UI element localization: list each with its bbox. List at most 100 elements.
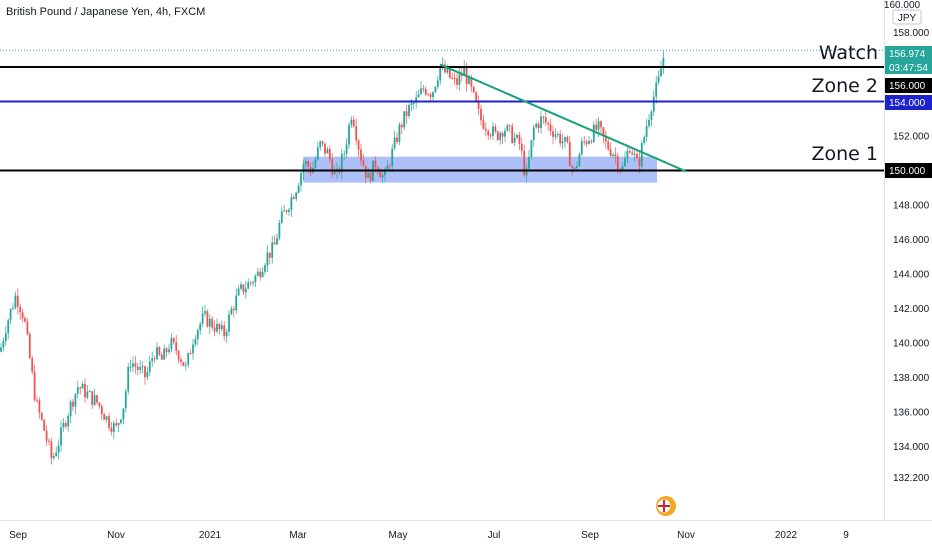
- y-tick-label: 136.000: [893, 408, 930, 419]
- candle-body: [314, 159, 317, 168]
- candle-body: [542, 116, 545, 118]
- candle-body: [340, 154, 343, 173]
- candle-body: [638, 158, 641, 167]
- candle-body: [451, 77, 454, 79]
- candle-body: [50, 441, 53, 458]
- candle-body: [499, 133, 502, 140]
- candle-body: [16, 295, 19, 307]
- candle-body: [652, 96, 655, 112]
- candle-body: [532, 127, 535, 141]
- candle-body: [636, 153, 638, 159]
- candle-body: [235, 295, 238, 311]
- y-tick-label: 144.000: [893, 270, 930, 281]
- candle-body: [182, 362, 185, 366]
- candle-body: [36, 399, 38, 401]
- candle-body: [160, 354, 163, 360]
- candle-body: [427, 94, 430, 96]
- candle-body: [62, 423, 65, 428]
- candle-body: [40, 412, 43, 420]
- candle-body: [453, 78, 456, 79]
- broker-logo[interactable]: [656, 496, 676, 516]
- candle-body: [4, 333, 7, 341]
- candle-body: [67, 415, 70, 427]
- candle-body: [374, 160, 377, 168]
- candle-body: [633, 153, 636, 155]
- candle-body: [444, 64, 446, 73]
- candle-body: [348, 124, 350, 145]
- candle-body: [621, 166, 624, 171]
- candle-body: [396, 137, 398, 143]
- candle-body: [364, 165, 367, 178]
- candle-body: [516, 134, 518, 138]
- x-tick-label: 2021: [199, 530, 222, 541]
- candle-body: [225, 331, 228, 337]
- candle-body: [144, 366, 146, 378]
- x-tick-label: May: [389, 530, 408, 541]
- x-tick-label: 9: [843, 530, 849, 541]
- candle-body: [139, 366, 142, 370]
- x-tick-label: 2022: [775, 530, 798, 541]
- candle-body: [290, 197, 293, 210]
- y-tick-label: 132.200: [893, 473, 930, 484]
- candle-body: [2, 340, 5, 348]
- candle-body: [504, 130, 506, 137]
- candle-body: [93, 395, 96, 405]
- candle-body: [103, 414, 106, 420]
- candle-body: [319, 141, 322, 148]
- candle-body: [129, 366, 132, 368]
- candle-body: [187, 353, 190, 365]
- candle-body: [91, 391, 94, 405]
- candle-body: [508, 125, 511, 127]
- candle-body: [81, 383, 84, 389]
- candle-body: [9, 309, 12, 321]
- candle-body: [549, 124, 552, 132]
- candle-body: [242, 284, 245, 293]
- candle-body: [326, 149, 329, 154]
- candle-body: [379, 171, 382, 178]
- candle-body: [530, 140, 533, 157]
- candle-body: [247, 282, 250, 289]
- candle-body: [576, 166, 578, 168]
- candle-body: [96, 395, 98, 403]
- candle-body: [52, 456, 55, 458]
- candle-body: [597, 121, 600, 130]
- candle-body: [537, 123, 540, 128]
- candle-body: [662, 58, 665, 69]
- candle-body: [331, 159, 334, 175]
- level-156-label-bg: [885, 78, 932, 93]
- candle-body: [134, 363, 137, 367]
- candle-body: [415, 97, 418, 103]
- candle-body: [302, 164, 305, 173]
- candle-body: [523, 150, 526, 175]
- candle-body: [110, 427, 113, 432]
- candle-body: [352, 119, 355, 127]
- candle-body: [252, 282, 254, 284]
- candle-body: [153, 358, 156, 360]
- candle-body: [165, 348, 168, 353]
- candle-body: [420, 88, 422, 95]
- y-tick-label: 138.000: [893, 373, 930, 384]
- candle-body: [468, 77, 470, 85]
- candle-body: [568, 142, 571, 167]
- candle-body: [600, 121, 602, 128]
- candle-body: [26, 321, 29, 334]
- candle-body: [520, 143, 523, 151]
- candle-body: [369, 173, 372, 181]
- candle-body: [609, 149, 612, 156]
- candle-body: [614, 154, 617, 157]
- candle-body: [362, 160, 365, 166]
- candle-body: [112, 423, 115, 432]
- candle-body: [607, 141, 610, 150]
- candle-body: [417, 94, 420, 98]
- candle-body: [261, 271, 264, 277]
- candle-body: [218, 323, 221, 329]
- trendline[interactable]: [439, 63, 687, 173]
- time-axis[interactable]: Sep Nov 2021 Mar May Jul Sep Nov 2022 9: [9, 530, 849, 541]
- candle-body: [136, 366, 139, 370]
- x-tick-label: Nov: [677, 530, 695, 541]
- candle-body: [268, 252, 271, 258]
- candle-body: [439, 67, 442, 81]
- candle-body: [115, 423, 118, 426]
